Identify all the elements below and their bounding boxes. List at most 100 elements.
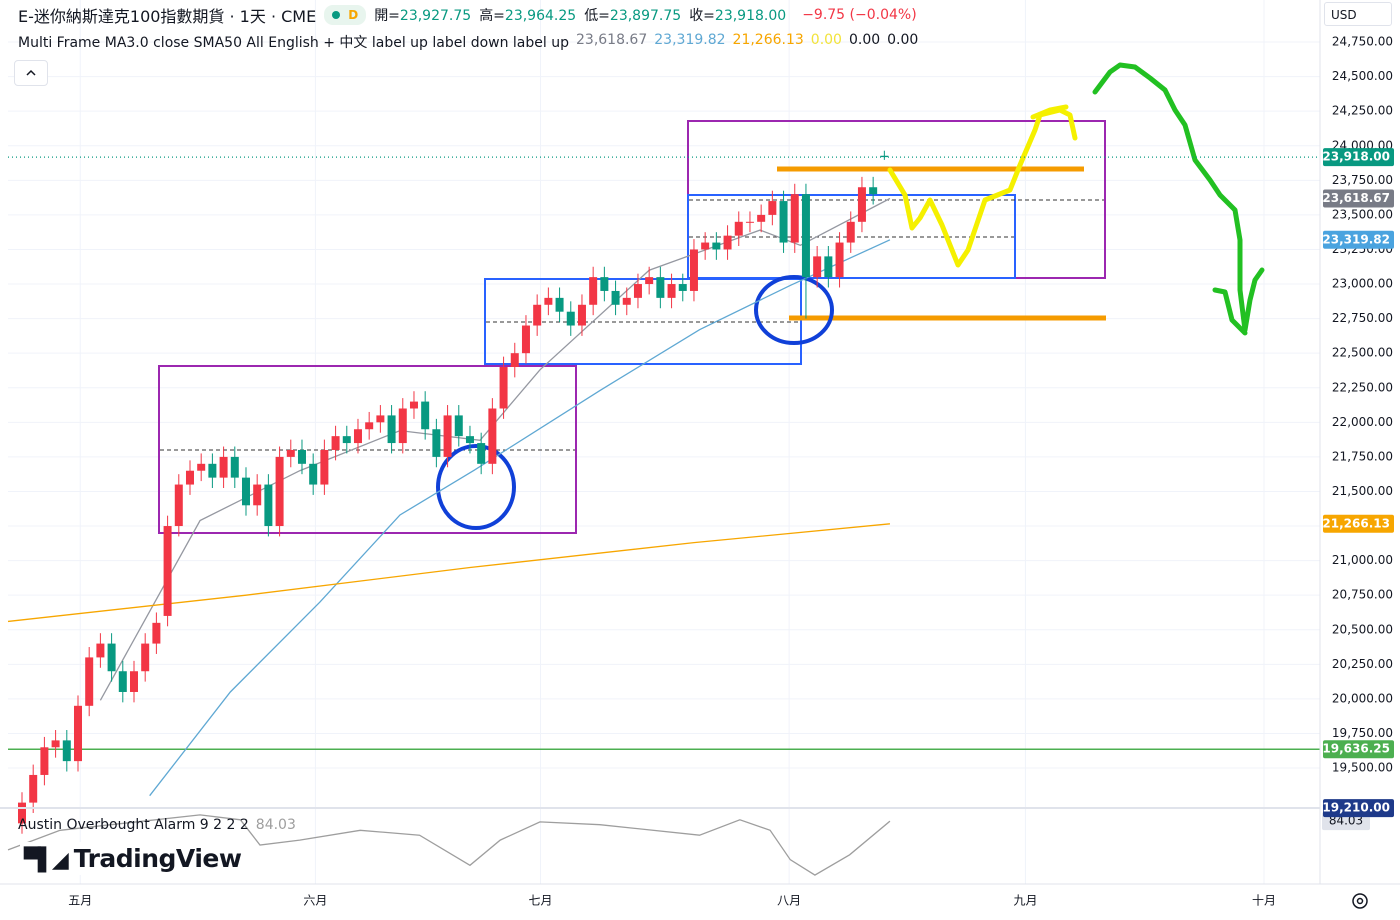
price-badge <box>1323 189 1394 208</box>
candle-body <box>376 415 385 423</box>
candle-body <box>477 443 486 464</box>
candle-body <box>589 277 598 305</box>
candle-body <box>342 436 351 444</box>
y-tick-label: 20,750.00 <box>1332 588 1393 602</box>
settings-gear[interactable] <box>1352 893 1368 909</box>
candle-body <box>421 401 430 430</box>
price-badge-label: 23,618.67 <box>1322 191 1390 205</box>
candle-body <box>611 290 620 305</box>
chevron-line <box>26 69 36 76</box>
candle-body <box>678 284 687 291</box>
logo[interactable]: ▀▌◢ TradingView <box>20 842 246 875</box>
price-badge <box>1323 514 1394 533</box>
candle-body <box>275 456 284 527</box>
indicator-value: 21,266.13 <box>732 32 804 48</box>
price-badge <box>1323 148 1394 167</box>
candle-body <box>689 249 698 291</box>
candle-body <box>219 456 228 478</box>
candle-body <box>197 463 206 471</box>
candle-body <box>62 740 71 762</box>
candle-body <box>454 415 463 437</box>
indicator-value: 0.00 <box>887 32 919 48</box>
candle-body <box>297 449 306 464</box>
candle-body <box>40 747 49 775</box>
indicator-value: 23,618.67 <box>576 32 648 48</box>
candle-body <box>163 526 172 616</box>
candle-body <box>633 284 642 298</box>
moving-average <box>149 239 891 797</box>
candle-body <box>51 740 60 748</box>
status-pill[interactable]: D <box>324 5 367 25</box>
candle-body <box>656 277 665 298</box>
y-tick-label: 21,500.00 <box>1332 484 1393 498</box>
moving-average <box>7 523 891 623</box>
candle-body <box>857 187 866 222</box>
candle-body <box>398 408 407 444</box>
indicator-value: 0.00 <box>848 32 881 48</box>
candle-body <box>409 401 418 409</box>
x-tick-label: 十月 <box>1252 894 1276 908</box>
candle-body <box>174 484 183 527</box>
oscillator-line <box>7 814 891 876</box>
price-badge <box>1323 740 1394 759</box>
candle-body <box>107 643 116 672</box>
oscillator-badge-label: 84.03 <box>1329 814 1363 828</box>
candle-body <box>29 774 38 803</box>
candle-body <box>869 187 878 195</box>
candle-body <box>577 304 586 326</box>
price-badge-label: 23,319.82 <box>1322 232 1390 246</box>
indicator-value: 23,319.82 <box>654 32 726 48</box>
y-tick-label: 21,750.00 <box>1332 449 1393 463</box>
candle-body <box>600 277 609 291</box>
price-badge <box>1323 799 1394 818</box>
candle-body <box>801 194 810 278</box>
candle-body <box>779 201 788 243</box>
candle-body <box>241 477 250 506</box>
candle-body <box>824 256 833 278</box>
y-tick-label: 19,500.00 <box>1332 761 1393 775</box>
symbol-title[interactable]: E-迷你納斯達克100指數期貨 · 1天 · CME <box>18 7 317 26</box>
chevron <box>26 69 36 76</box>
candle-body <box>353 429 362 444</box>
ohlc-value: 23,918.00 <box>714 8 787 24</box>
currency-button[interactable]: USD <box>1324 2 1392 26</box>
candle-body <box>846 221 855 243</box>
candle-body <box>555 297 564 312</box>
candle-body <box>544 297 553 305</box>
oscillator-title[interactable]: Austin Overbought Alarm 9 2 2 2 <box>18 817 249 833</box>
candle-body <box>387 415 396 444</box>
ohlc-values: 開=23,927.75 高=23,964.25 低=23,897.75 收=23,91… <box>374 5 794 25</box>
candle-body <box>645 277 654 285</box>
indicator-legend: Multi Frame MA3.0 close SMA50 All Englis… <box>18 32 918 52</box>
candle-body <box>622 297 631 305</box>
x-tick-label: 六月 <box>303 894 327 908</box>
symbol-header: E-迷你納斯達克100指數期貨 · 1天 · CME D 開=23,927.75… <box>18 3 917 27</box>
candle-body <box>253 484 262 506</box>
logo-mark: ▀▌◢ <box>24 848 69 873</box>
y-tick-label: 20,500.00 <box>1332 622 1393 636</box>
price-badge-label: 21,266.13 <box>1322 516 1390 530</box>
candle-body <box>96 643 105 658</box>
hand-drawn-path <box>1092 62 1265 333</box>
candle-body <box>757 214 766 222</box>
x-tick-label: 八月 <box>777 894 801 908</box>
collapse-button[interactable] <box>14 60 48 86</box>
candle-body <box>286 449 295 457</box>
range-box <box>687 194 1016 279</box>
ohlc-label: 低= <box>584 8 610 24</box>
candle-body <box>185 470 194 485</box>
candle-body <box>488 408 497 464</box>
ohlc-value: 23,897.75 <box>609 8 682 24</box>
indicator-title[interactable]: Multi Frame MA3.0 close SMA50 All Englis… <box>18 35 569 51</box>
candle-body <box>701 242 710 250</box>
settings-icon[interactable] <box>1352 893 1368 909</box>
logo-text: TradingView <box>73 844 242 873</box>
candle-body <box>723 235 732 250</box>
candle-body <box>880 155 889 158</box>
candle-body <box>835 242 844 278</box>
candle-body <box>521 325 530 354</box>
y-tick-label: 22,750.00 <box>1332 311 1393 325</box>
grid <box>8 0 1320 884</box>
